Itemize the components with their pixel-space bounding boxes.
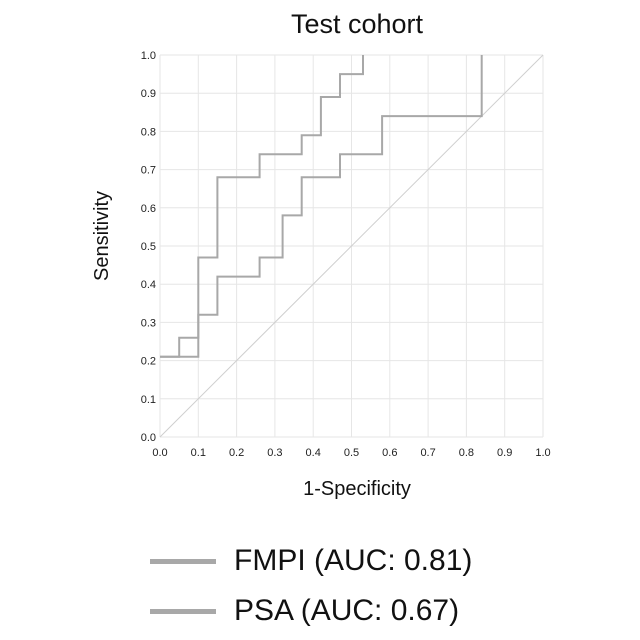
legend-item-fmpi: FMPI (AUC: 0.81) (150, 536, 570, 586)
y-tick-label: 0.7 (141, 165, 156, 177)
x-tick-label: 0.2 (229, 447, 244, 459)
y-tick-label: 0.1 (141, 394, 156, 406)
legend-label-psa: PSA (AUC: 0.67) (234, 594, 459, 628)
x-tick-label: 0.3 (267, 447, 282, 459)
legend-swatch-psa (150, 609, 216, 614)
y-tick-label: 0.3 (141, 317, 156, 329)
legend-label-fmpi: FMPI (AUC: 0.81) (234, 544, 472, 578)
series-line-fmpi (160, 55, 363, 357)
x-axis-label: 1-Specificity (303, 478, 411, 500)
y-tick-label: 0.4 (141, 279, 156, 291)
x-tick-label: 0.0 (152, 447, 167, 459)
chart-title: Test cohort (291, 9, 424, 39)
y-tick-label: 0.8 (141, 126, 156, 138)
y-tick-label: 1.0 (141, 50, 156, 62)
x-tick-label: 0.1 (191, 447, 206, 459)
x-tick-label: 1.0 (535, 447, 550, 459)
x-tick-label: 0.8 (459, 447, 474, 459)
y-tick-label: 0.5 (141, 241, 156, 253)
x-tick-label: 0.9 (497, 447, 512, 459)
x-tick-label: 0.5 (344, 447, 359, 459)
roc-chart: Test cohort 0.00.10.20.30.40.50.60.70.80… (0, 0, 640, 530)
y-axis-label: Sensitivity (91, 191, 113, 281)
y-tick-label: 0.6 (141, 203, 156, 215)
y-tick-label: 0.9 (141, 88, 156, 100)
x-tick-label: 0.6 (382, 447, 397, 459)
legend-item-psa: PSA (AUC: 0.67) (150, 586, 570, 636)
y-tick-label: 0.2 (141, 356, 156, 368)
x-tick-label: 0.7 (420, 447, 435, 459)
legend-swatch-fmpi (150, 559, 216, 564)
legend: FMPI (AUC: 0.81) PSA (AUC: 0.67) (150, 536, 570, 636)
x-tick-labels: 0.0 0.1 0.2 0.3 0.4 0.5 0.6 0.7 0.8 0.9 1.0 (152, 447, 550, 459)
series-layer (160, 55, 482, 357)
y-tick-label: 0.0 (141, 432, 156, 444)
x-tick-label: 0.4 (306, 447, 321, 459)
y-tick-labels: 0.0 0.1 0.2 0.3 0.4 0.5 0.6 0.7 0.8 0.9 1.0 (141, 50, 156, 444)
